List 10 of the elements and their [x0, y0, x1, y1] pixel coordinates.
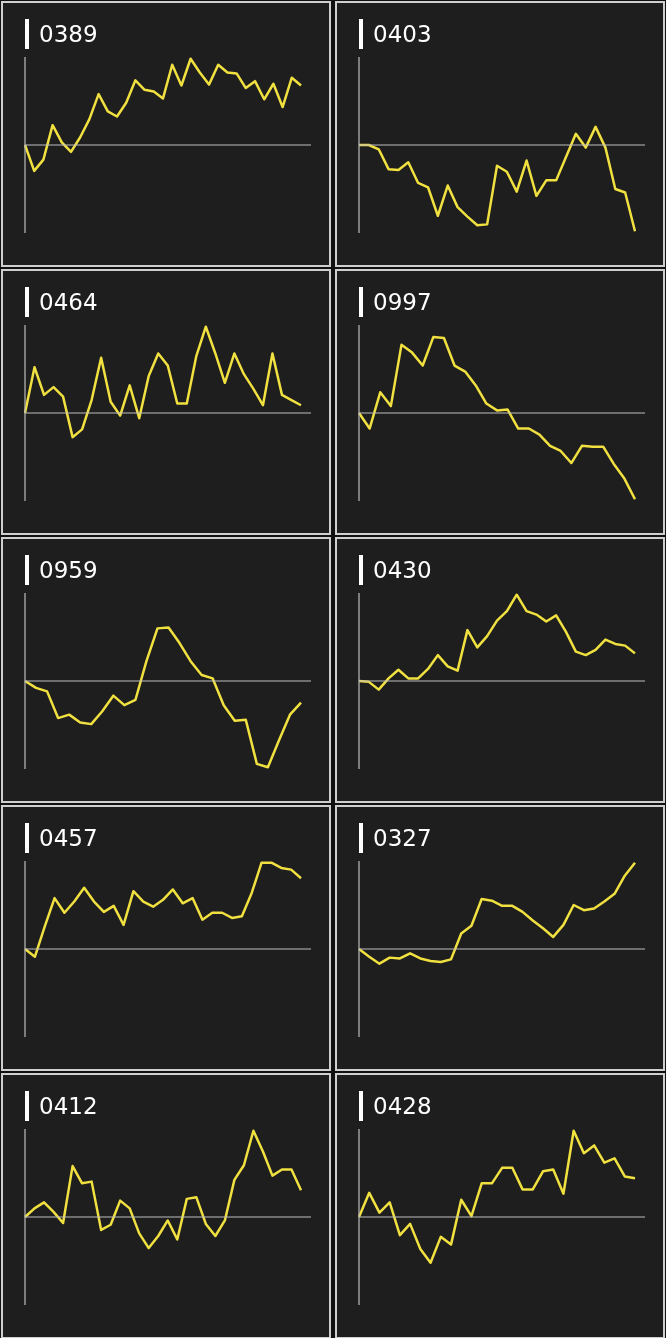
chart-title: 0464 [39, 289, 98, 315]
chart-title: 0428 [373, 1093, 432, 1119]
chart-title: 0457 [39, 825, 98, 851]
chart-title: 0403 [373, 21, 432, 47]
chart-title: 0430 [373, 557, 432, 583]
chart-title: 0412 [39, 1093, 98, 1119]
chart-title: 0997 [373, 289, 432, 315]
chart-title: 0959 [39, 557, 98, 583]
chart-title: 0389 [39, 21, 98, 47]
chart-title: 0327 [373, 825, 432, 851]
